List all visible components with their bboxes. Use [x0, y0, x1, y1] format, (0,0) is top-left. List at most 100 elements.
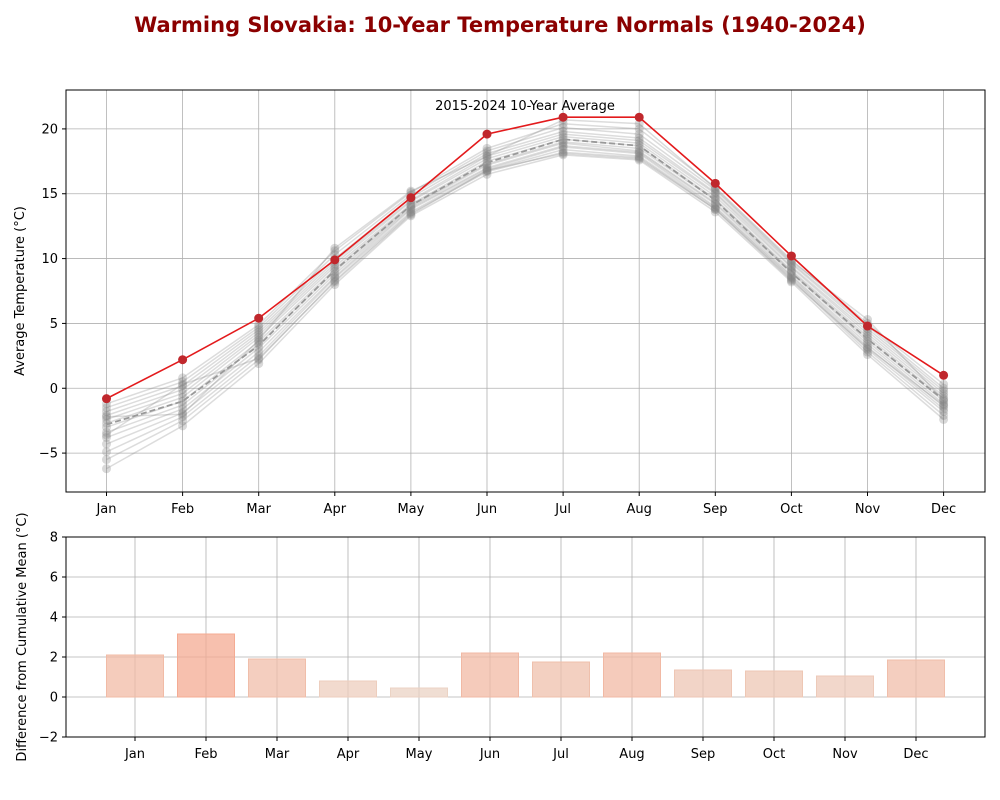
historical-point: [178, 381, 188, 391]
recent-average-point: [330, 255, 340, 265]
historical-point: [482, 165, 492, 175]
historical-point: [482, 160, 492, 170]
x-tick-label: Oct: [780, 502, 802, 517]
x-tick-label: Jul: [552, 747, 569, 762]
historical-point: [558, 138, 568, 148]
historical-point: [178, 388, 188, 398]
x-tick-label: Sep: [691, 747, 716, 762]
historical-point: [178, 400, 188, 410]
x-tick-label: Dec: [903, 747, 928, 762]
historical-point: [254, 347, 264, 357]
historical-point: [710, 189, 720, 199]
historical-point: [102, 410, 111, 420]
historical-point: [634, 152, 644, 162]
historical-point: [254, 322, 264, 332]
historical-point: [558, 147, 568, 157]
historical-point: [102, 407, 111, 417]
recent-average-point: [482, 129, 492, 139]
historical-point: [710, 207, 720, 217]
historical-point: [786, 267, 796, 277]
historical-point: [710, 185, 720, 195]
historical-point: [102, 403, 111, 413]
x-tick-label: Sep: [703, 502, 728, 517]
historical-point: [254, 320, 264, 330]
historical-line: [106, 130, 945, 413]
difference-bar: [177, 633, 235, 698]
historical-point: [786, 259, 796, 269]
difference-bar: [106, 654, 164, 698]
recent-average-point: [178, 355, 188, 365]
historical-point: [786, 277, 796, 287]
historical-point: [863, 343, 872, 353]
historical-point: [863, 337, 872, 347]
historical-line: [106, 142, 945, 434]
historical-point: [558, 129, 568, 139]
historical-point: [558, 150, 568, 160]
x-tick-label: Oct: [763, 747, 785, 762]
historical-point: [558, 149, 568, 159]
historical-point: [102, 430, 111, 440]
recent-average-point: [634, 112, 644, 122]
historical-point: [939, 379, 949, 389]
historical-point: [863, 331, 872, 341]
historical-point: [558, 126, 568, 136]
historical-point: [102, 455, 111, 465]
historical-point: [558, 123, 568, 133]
x-tick-label: Jan: [124, 747, 145, 762]
difference-bar: [603, 652, 661, 698]
x-tick-label: Nov: [855, 502, 881, 517]
x-tick-label: Nov: [832, 747, 858, 762]
historical-point: [863, 344, 872, 354]
historical-line: [106, 119, 945, 418]
historical-line: [106, 126, 945, 409]
historical-point: [406, 207, 416, 217]
historical-point: [710, 202, 720, 212]
x-tick-label: Aug: [627, 502, 652, 517]
historical-point: [254, 353, 264, 363]
historical-point: [102, 422, 111, 432]
historical-point: [939, 383, 949, 393]
y-tick-label: 10: [41, 252, 58, 267]
historical-point: [178, 377, 188, 387]
historical-point: [330, 276, 340, 286]
plot-frame: [65, 536, 986, 738]
historical-point: [939, 388, 949, 398]
x-tick-label: May: [397, 502, 424, 517]
historical-point: [102, 447, 111, 457]
x-tick-label: Jun: [476, 502, 497, 517]
historical-point: [482, 149, 492, 159]
historical-point: [786, 272, 796, 282]
x-tick-label: Mar: [246, 502, 271, 517]
historical-point: [634, 146, 644, 156]
y-tick-label: 2: [50, 651, 58, 666]
historical-point: [939, 399, 949, 409]
x-tick-label: May: [406, 747, 433, 762]
historical-point: [558, 141, 568, 151]
historical-point: [710, 198, 720, 208]
historical-point: [939, 394, 949, 404]
series-annotation: 2015-2024 10-Year Average: [435, 99, 615, 114]
historical-point: [634, 147, 644, 157]
historical-line: [106, 145, 945, 439]
historical-point: [254, 343, 264, 353]
historical-point: [482, 151, 492, 161]
historical-point: [939, 386, 949, 396]
historical-point: [863, 342, 872, 352]
historical-line: [106, 152, 945, 436]
y-tick-label: 0: [50, 382, 58, 397]
x-tick-label: Jul: [554, 502, 571, 517]
historical-point: [786, 257, 796, 267]
historical-point: [786, 261, 796, 271]
historical-point: [634, 129, 644, 139]
y-axis-label: Average Temperature (°C): [13, 206, 28, 376]
historical-point: [634, 154, 644, 164]
historical-point: [254, 330, 264, 340]
historical-point: [178, 385, 188, 395]
historical-point: [254, 359, 264, 369]
historical-point: [786, 276, 796, 286]
historical-point: [939, 410, 949, 420]
historical-point: [178, 379, 188, 389]
historical-point: [710, 204, 720, 214]
historical-point: [710, 187, 720, 197]
